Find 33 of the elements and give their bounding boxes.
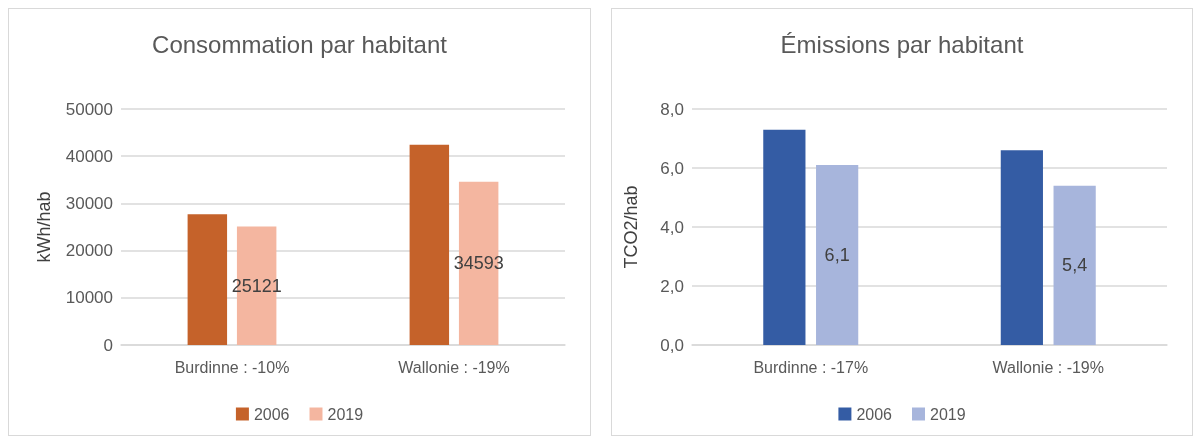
y-tick-label: 30000 — [65, 193, 113, 213]
data-label: 25121 — [231, 275, 282, 296]
y-tick-label: 20000 — [65, 241, 113, 261]
y-tick-label: 40000 — [65, 146, 113, 166]
y-tick-label: 50000 — [65, 99, 113, 119]
chart-title: Émissions par habitant — [780, 30, 1024, 58]
y-tick-label: 2,0 — [660, 276, 684, 296]
y-axis-title: TCO2/hab — [621, 185, 641, 269]
legend-label: 2019 — [327, 405, 364, 423]
data-label: 6,1 — [824, 245, 850, 266]
y-tick-label: 10000 — [65, 288, 113, 308]
chart-title: Consommation par habitant — [152, 30, 448, 58]
y-tick-label: 6,0 — [660, 158, 684, 178]
bar — [1053, 185, 1096, 345]
bar — [187, 214, 228, 345]
y-axis-title: kWh/hab — [34, 191, 54, 263]
y-tick-label: 8,0 — [660, 99, 684, 119]
data-label: 5,4 — [1062, 255, 1088, 276]
y-tick-label: 0,0 — [660, 335, 684, 355]
legend-label: 2006 — [253, 405, 290, 423]
y-tick-label: 4,0 — [660, 217, 684, 237]
legend-label: 2006 — [856, 405, 893, 423]
bar — [1000, 150, 1043, 345]
y-tick-label: 0 — [103, 335, 113, 355]
x-tick-label: Burdinne : -10% — [174, 358, 290, 376]
bar — [816, 165, 859, 345]
data-label: 34593 — [453, 253, 504, 274]
bar — [409, 144, 450, 345]
legend-label: 2019 — [930, 405, 966, 423]
x-tick-label: Wallonie : -19% — [398, 358, 510, 376]
x-tick-label: Wallonie : -19% — [992, 358, 1104, 376]
x-tick-label: Burdinne : -17% — [753, 358, 869, 376]
bar — [763, 129, 806, 345]
